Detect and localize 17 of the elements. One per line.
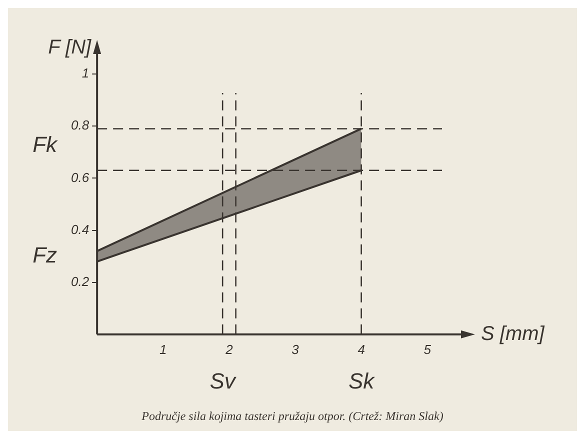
y-axis-title: F [N] — [48, 36, 92, 59]
x-tick-label: 3 — [292, 342, 300, 357]
y-tick-label: 0.4 — [70, 222, 90, 237]
x-tick-label: 1 — [160, 342, 167, 357]
y-tick-label: 1 — [82, 66, 90, 81]
text: Područje sila kojima tasteri pružaju otpor. (Crtež: Miran Slak) — [140, 409, 444, 424]
ref-line-label: Sk — [348, 368, 376, 394]
x-tick-label: 5 — [424, 342, 432, 357]
x-axis-title: S [mm] — [481, 322, 545, 345]
annotation: Fz — [32, 242, 58, 268]
ref-line-label: Sv — [210, 368, 238, 394]
x-tick-label: 4 — [358, 342, 365, 357]
ref-line-label: Fk — [32, 132, 58, 157]
x-tick-label: 2 — [224, 342, 234, 357]
y-tick-label: 0.2 — [70, 274, 90, 289]
y-tick-label: 0.8 — [70, 118, 90, 133]
y-tick-label: 0.6 — [70, 170, 90, 185]
